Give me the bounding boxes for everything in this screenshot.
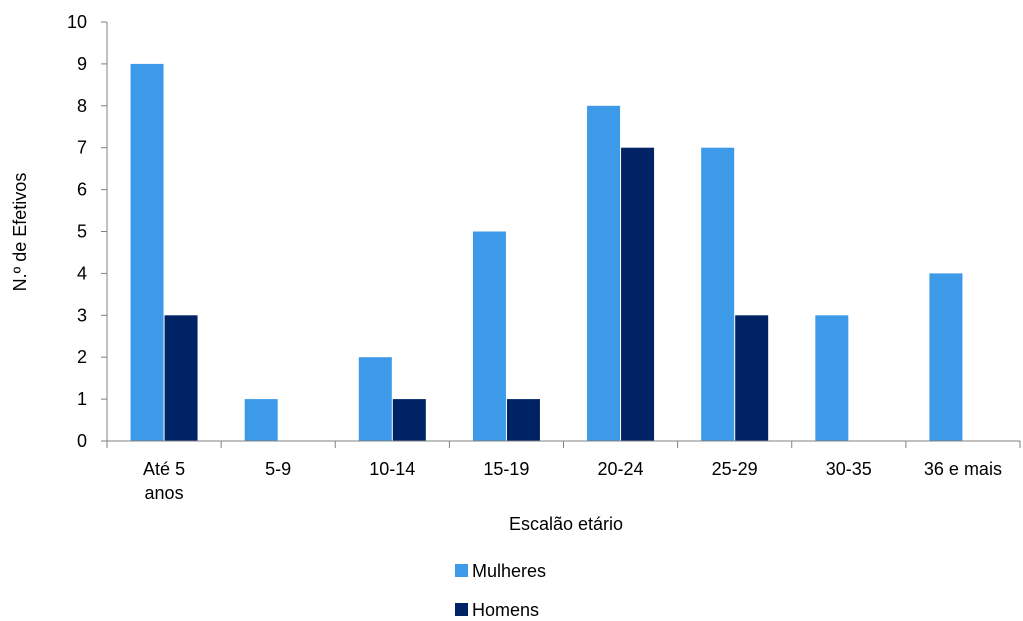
- y-tick-label: 3: [77, 305, 87, 325]
- y-tick-label: 9: [77, 54, 87, 74]
- y-axis-ticks: 0 1 2 3 4 5 6 7 8 9 10: [67, 12, 107, 451]
- x-tick-label: 10-14: [369, 459, 415, 479]
- y-tick-label: 0: [77, 431, 87, 451]
- x-tick-label: 36 e mais: [924, 459, 1002, 479]
- x-tick-label: 30-35: [826, 459, 872, 479]
- bar-mulheres-5: [701, 147, 735, 441]
- legend-label-mulheres: Mulheres: [472, 561, 546, 581]
- bar-homens-0: [164, 315, 198, 441]
- y-tick-label: 5: [77, 222, 87, 242]
- y-tick-label: 6: [77, 180, 87, 200]
- bar-homens-4: [621, 147, 655, 441]
- legend-label-homens: Homens: [472, 600, 539, 620]
- x-tick-label: 25-29: [712, 459, 758, 479]
- bar-mulheres-1: [244, 399, 278, 441]
- x-axis-title: Escalão etário: [509, 514, 623, 534]
- y-tick-label: 4: [77, 263, 87, 283]
- x-tick-label: 20-24: [598, 459, 644, 479]
- bar-mulheres-7: [929, 273, 963, 441]
- bar-homens-3: [506, 399, 540, 441]
- y-tick-label: 10: [67, 12, 87, 32]
- y-tick-label: 8: [77, 96, 87, 116]
- y-axis-title: N.º de Efetivos: [10, 173, 30, 292]
- y-tick-label: 1: [77, 389, 87, 409]
- bar-homens-2: [392, 399, 426, 441]
- y-tick-label: 7: [77, 138, 87, 158]
- legend: Mulheres Homens: [455, 561, 546, 620]
- x-axis-ticks: Até 5 anos 5-9 10-14 15-19 20-24 25-29 30-35 36 …: [106, 441, 1021, 503]
- bar-mulheres-4: [587, 105, 621, 442]
- bar-mulheres-3: [472, 231, 506, 441]
- bars: [130, 63, 963, 442]
- bar-mulheres-0: [130, 63, 164, 442]
- x-tick-label: 5-9: [265, 459, 291, 479]
- legend-swatch-homens: [455, 603, 468, 616]
- y-tick-label: 2: [77, 347, 87, 367]
- bar-mulheres-2: [358, 357, 392, 441]
- legend-swatch-mulheres: [455, 564, 468, 577]
- bar-homens-5: [735, 315, 769, 441]
- x-tick-label: Até 5 anos: [143, 459, 185, 503]
- x-tick-label: 15-19: [483, 459, 529, 479]
- bar-mulheres-6: [815, 315, 849, 441]
